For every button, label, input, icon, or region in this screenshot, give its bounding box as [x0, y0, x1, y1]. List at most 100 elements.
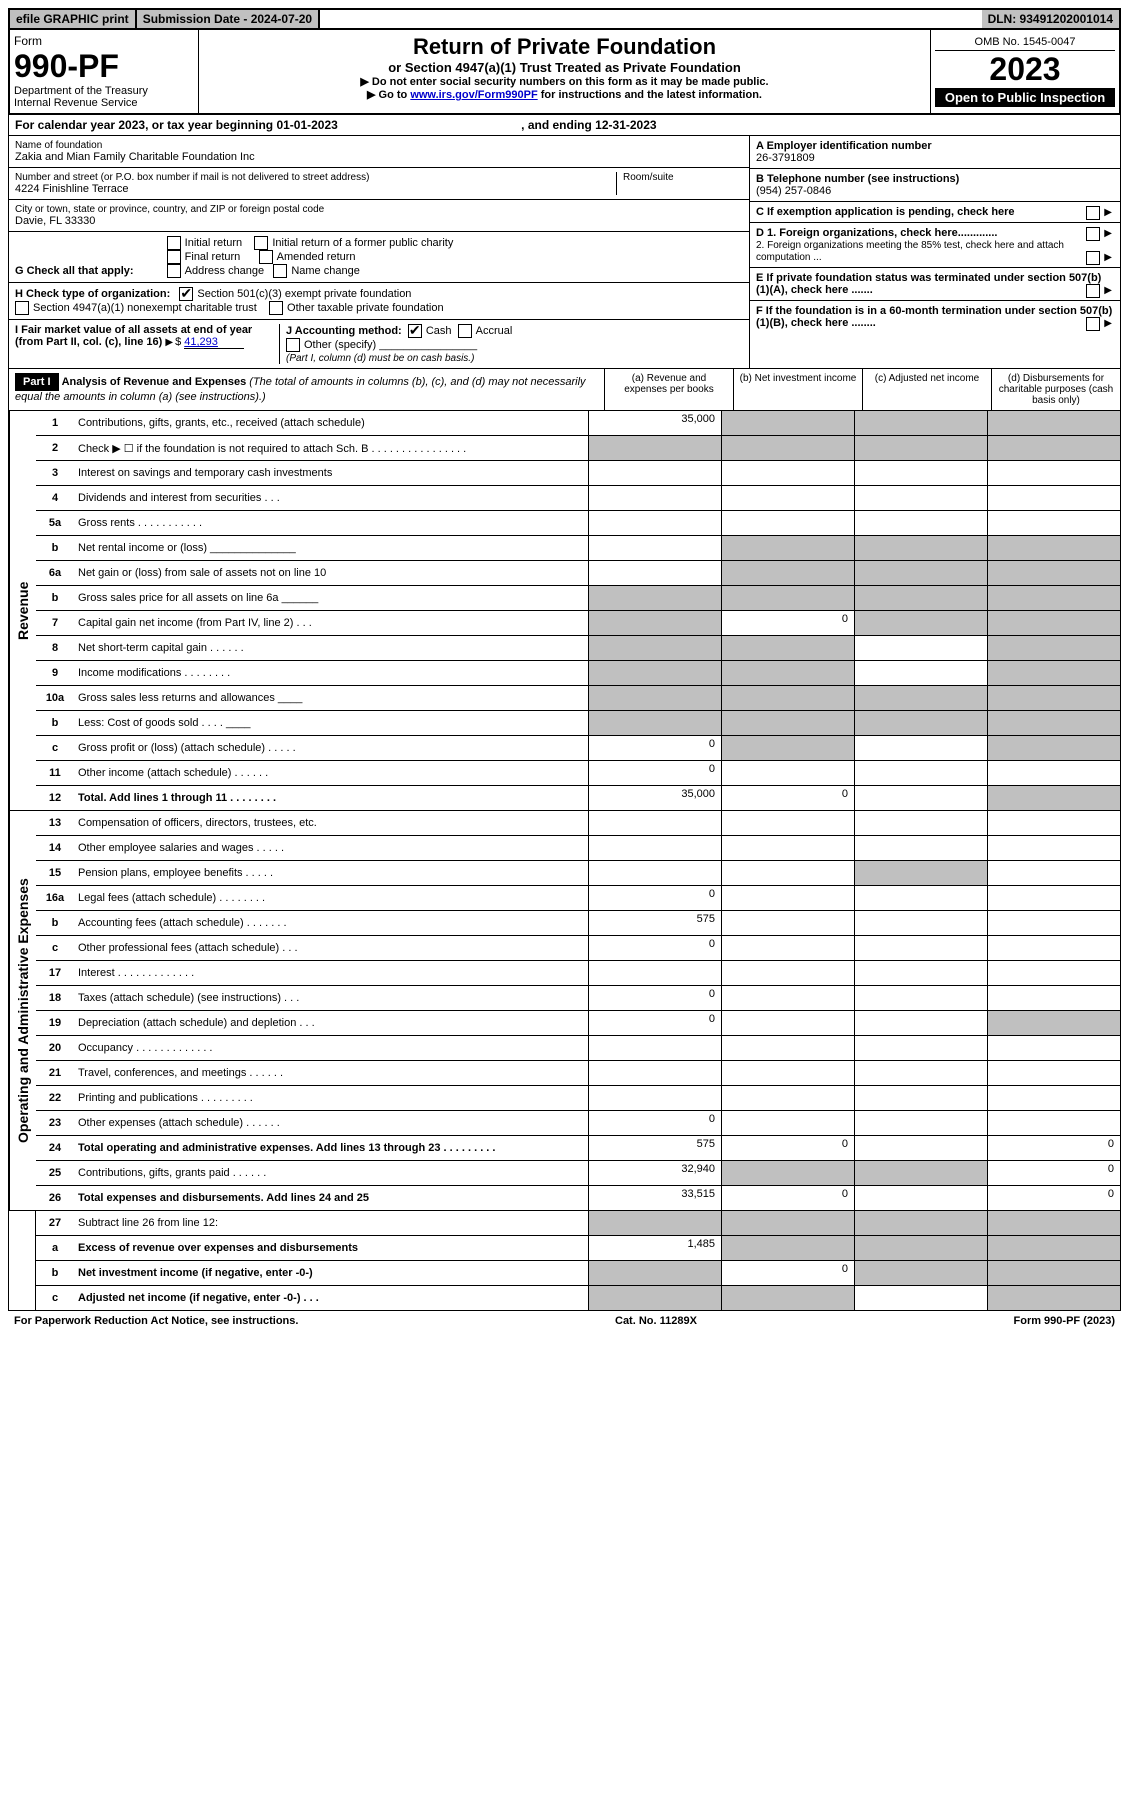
- table-row: 8Net short-term capital gain . . . . . .: [36, 636, 1120, 661]
- table-row: 21Travel, conferences, and meetings . . …: [36, 1061, 1120, 1086]
- cat-no: Cat. No. 11289X: [615, 1315, 697, 1327]
- addr-label: Number and street (or P.O. box number if…: [15, 172, 616, 183]
- cash-basis-note: (Part I, column (d) must be on cash basi…: [286, 353, 474, 364]
- table-row: aExcess of revenue over expenses and dis…: [36, 1236, 1120, 1261]
- table-row: 1Contributions, gifts, grants, etc., rec…: [36, 411, 1120, 436]
- d2-checkbox[interactable]: [1086, 251, 1100, 265]
- form-label: Form: [14, 34, 194, 48]
- table-row: bLess: Cost of goods sold . . . . ____: [36, 711, 1120, 736]
- f-checkbox[interactable]: [1086, 317, 1100, 331]
- submission-date: Submission Date - 2024-07-20: [137, 10, 320, 28]
- ssn-note: ▶ Do not enter social security numbers o…: [203, 75, 926, 88]
- table-row: 14Other employee salaries and wages . . …: [36, 836, 1120, 861]
- other-method-checkbox[interactable]: [286, 338, 300, 352]
- table-row: 22Printing and publications . . . . . . …: [36, 1086, 1120, 1111]
- table-row: 6aNet gain or (loss) from sale of assets…: [36, 561, 1120, 586]
- table-row: 27Subtract line 26 from line 12:: [36, 1211, 1120, 1236]
- col-d-header: (d) Disbursements for charitable purpose…: [991, 369, 1120, 410]
- part1-header: Part I Analysis of Revenue and Expenses …: [8, 369, 1121, 411]
- d2-label: 2. Foreign organizations meeting the 85%…: [756, 240, 1064, 263]
- form-number: 990-PF: [14, 48, 194, 85]
- city-label: City or town, state or province, country…: [15, 204, 743, 215]
- form-title: Return of Private Foundation: [203, 34, 926, 60]
- table-row: 9Income modifications . . . . . . . .: [36, 661, 1120, 686]
- foundation-info: Name of foundation Zakia and Mian Family…: [8, 136, 1121, 369]
- analysis-title: Analysis of Revenue and Expenses: [62, 376, 247, 388]
- cal-end: , and ending 12-31-2023: [521, 118, 656, 132]
- c-label: C If exemption application is pending, c…: [756, 206, 1015, 218]
- h-label: H Check type of organization:: [15, 288, 170, 300]
- table-row: bGross sales price for all assets on lin…: [36, 586, 1120, 611]
- amended-return-checkbox[interactable]: [259, 250, 273, 264]
- dept-label: Department of the Treasury: [14, 85, 194, 97]
- expenses-section: Operating and Administrative Expenses 13…: [8, 811, 1121, 1211]
- table-row: 16aLegal fees (attach schedule) . . . . …: [36, 886, 1120, 911]
- form-ref: Form 990-PF (2023): [1014, 1315, 1115, 1327]
- table-row: bAccounting fees (attach schedule) . . .…: [36, 911, 1120, 936]
- name-label: Name of foundation: [15, 140, 743, 151]
- e-label: E If private foundation status was termi…: [756, 272, 1101, 296]
- table-row: 11Other income (attach schedule) . . . .…: [36, 761, 1120, 786]
- form-header: Form 990-PF Department of the Treasury I…: [8, 30, 1121, 115]
- table-row: 15Pension plans, employee benefits . . .…: [36, 861, 1120, 886]
- c-checkbox[interactable]: [1086, 206, 1100, 220]
- 501c3-checkbox[interactable]: [179, 287, 193, 301]
- efile-label: efile GRAPHIC print: [10, 10, 137, 28]
- fmv-value[interactable]: 41,293: [184, 336, 244, 349]
- final-return-checkbox[interactable]: [167, 250, 181, 264]
- street-address: 4224 Finishline Terrace: [15, 183, 616, 195]
- name-change-checkbox[interactable]: [273, 264, 287, 278]
- part1-label: Part I: [15, 373, 59, 391]
- city-state-zip: Davie, FL 33330: [15, 215, 743, 227]
- table-row: 12Total. Add lines 1 through 11 . . . . …: [36, 786, 1120, 810]
- ein-label: A Employer identification number: [756, 140, 1114, 152]
- page-footer: For Paperwork Reduction Act Notice, see …: [8, 1311, 1121, 1331]
- col-a-header: (a) Revenue and expenses per books: [604, 369, 733, 410]
- former-charity-checkbox[interactable]: [254, 236, 268, 250]
- revenue-section: Revenue 1Contributions, gifts, grants, e…: [8, 411, 1121, 811]
- d1-checkbox[interactable]: [1086, 227, 1100, 241]
- d1-label: D 1. Foreign organizations, check here..…: [756, 227, 997, 239]
- table-row: 26Total expenses and disbursements. Add …: [36, 1186, 1120, 1210]
- table-row: 24Total operating and administrative exp…: [36, 1136, 1120, 1161]
- phone-label: B Telephone number (see instructions): [756, 173, 1114, 185]
- table-row: 5aGross rents . . . . . . . . . . .: [36, 511, 1120, 536]
- goto-note: ▶ Go to www.irs.gov/Form990PF for instru…: [203, 88, 926, 101]
- f-label: F If the foundation is in a 60-month ter…: [756, 305, 1112, 329]
- table-row: 7Capital gain net income (from Part IV, …: [36, 611, 1120, 636]
- revenue-label: Revenue: [9, 411, 36, 810]
- table-row: cGross profit or (loss) (attach schedule…: [36, 736, 1120, 761]
- accrual-checkbox[interactable]: [458, 324, 472, 338]
- ein-value: 26-3791809: [756, 152, 1114, 164]
- table-row: bNet investment income (if negative, ent…: [36, 1261, 1120, 1286]
- top-bar: efile GRAPHIC print Submission Date - 20…: [8, 8, 1121, 30]
- form990pf-link[interactable]: www.irs.gov/Form990PF: [410, 89, 537, 101]
- col-b-header: (b) Net investment income: [733, 369, 862, 410]
- col-c-header: (c) Adjusted net income: [862, 369, 991, 410]
- table-row: 25Contributions, gifts, grants paid . . …: [36, 1161, 1120, 1186]
- table-row: 10aGross sales less returns and allowanc…: [36, 686, 1120, 711]
- table-row: 17Interest . . . . . . . . . . . . .: [36, 961, 1120, 986]
- calendar-year-row: For calendar year 2023, or tax year begi…: [8, 115, 1121, 136]
- address-change-checkbox[interactable]: [167, 264, 181, 278]
- expenses-label: Operating and Administrative Expenses: [9, 811, 36, 1210]
- j-label: J Accounting method:: [286, 325, 402, 337]
- table-row: cOther professional fees (attach schedul…: [36, 936, 1120, 961]
- omb-number: OMB No. 1545-0047: [935, 34, 1115, 51]
- cal-begin: For calendar year 2023, or tax year begi…: [15, 118, 338, 132]
- initial-return-checkbox[interactable]: [167, 236, 181, 250]
- cash-checkbox[interactable]: [408, 324, 422, 338]
- table-row: 4Dividends and interest from securities …: [36, 486, 1120, 511]
- pra-notice: For Paperwork Reduction Act Notice, see …: [14, 1315, 298, 1327]
- form-subtitle: or Section 4947(a)(1) Trust Treated as P…: [203, 60, 926, 75]
- table-row: 2Check ▶ ☐ if the foundation is not requ…: [36, 436, 1120, 461]
- table-row: 3Interest on savings and temporary cash …: [36, 461, 1120, 486]
- e-checkbox[interactable]: [1086, 284, 1100, 298]
- table-row: 18Taxes (attach schedule) (see instructi…: [36, 986, 1120, 1011]
- table-row: 20Occupancy . . . . . . . . . . . . .: [36, 1036, 1120, 1061]
- 4947-checkbox[interactable]: [15, 301, 29, 315]
- table-row: cAdjusted net income (if negative, enter…: [36, 1286, 1120, 1310]
- foundation-name: Zakia and Mian Family Charitable Foundat…: [15, 151, 743, 163]
- other-taxable-checkbox[interactable]: [269, 301, 283, 315]
- open-public-label: Open to Public Inspection: [935, 88, 1115, 107]
